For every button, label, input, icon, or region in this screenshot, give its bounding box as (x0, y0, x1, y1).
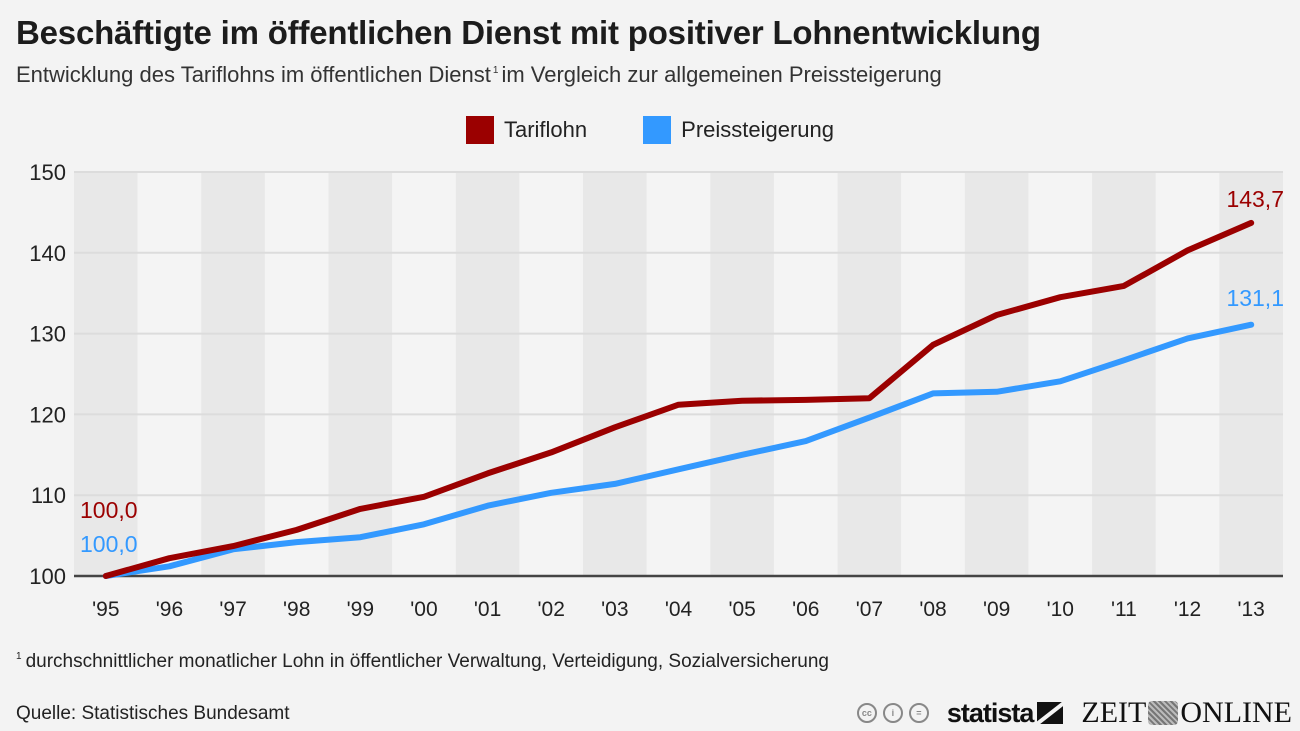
x-tick-label: '08 (919, 598, 946, 621)
y-tick-label: 120 (29, 402, 66, 427)
legend-item-preissteigerung[interactable]: Preissteigerung (643, 116, 834, 144)
chart-title: Beschäftigte im öffentlichen Dienst mit … (16, 14, 1041, 51)
data-label-tariflohn: 143,7 (1226, 186, 1284, 212)
statista-mark-icon (1037, 702, 1064, 724)
x-tick-label: '98 (283, 598, 310, 621)
column-band (519, 172, 584, 576)
column-band (137, 172, 202, 576)
column-band (1219, 172, 1283, 576)
by-icon[interactable]: i (882, 703, 903, 723)
column-band (264, 172, 329, 576)
column-band (710, 172, 774, 576)
creative-commons-icons[interactable]: cc i = (856, 703, 929, 723)
x-tick-label: '03 (601, 598, 628, 621)
y-tick-label: 140 (29, 241, 66, 266)
subtitle-footnote-marker: 1 (492, 65, 499, 76)
column-band (837, 172, 902, 576)
x-tick-label: '07 (856, 598, 883, 621)
column-band (583, 172, 647, 576)
column-band (392, 172, 456, 576)
statista-logo[interactable]: statista (947, 698, 1064, 729)
column-band (646, 172, 711, 576)
x-tick-label: '12 (1174, 598, 1201, 621)
x-tick-label: '05 (728, 598, 755, 621)
y-tick-label: 150 (29, 160, 66, 185)
column-band (74, 172, 138, 576)
zeit-crest-icon (1148, 701, 1179, 725)
logos: cc i = statista ZEIT ONLINE (856, 696, 1292, 730)
legend-label-preissteigerung: Preissteigerung (681, 117, 835, 142)
statista-wordmark: statista (946, 697, 1035, 728)
zeit-online-logo[interactable]: ZEIT ONLINE (1081, 696, 1292, 730)
x-tick-label: '96 (156, 598, 183, 621)
data-label-tariflohn: 100,0 (80, 497, 138, 523)
x-tick-label: '99 (347, 598, 374, 621)
footnote: 1 durchschnittlicher monatlicher Lohn in … (16, 651, 829, 673)
column-band (964, 172, 1029, 576)
x-tick-label: '97 (219, 598, 246, 621)
legend-swatch-preissteigerung (643, 116, 672, 144)
cc-icon[interactable]: cc (856, 703, 877, 723)
x-tick-label: '13 (1237, 598, 1264, 621)
footnote-marker: 1 (16, 651, 22, 662)
legend: Tariflohn Preissteigerung (0, 116, 1300, 144)
x-tick-label: '06 (792, 598, 819, 621)
column-band (201, 172, 265, 576)
column-band (455, 172, 520, 576)
column-band (1155, 172, 1220, 576)
x-tick-label: '09 (983, 598, 1010, 621)
subtitle-rest: im Vergleich zur allgemeinen Preissteige… (501, 62, 942, 87)
y-tick-label: 110 (31, 483, 66, 508)
x-tick-label: '01 (474, 598, 501, 621)
nd-icon[interactable]: = (908, 703, 929, 723)
zeit-wordmark-left: ZEIT (1081, 696, 1147, 729)
source: Quelle: Statistisches Bundesamt (16, 703, 290, 724)
legend-label-tariflohn: Tariflohn (503, 117, 588, 142)
x-tick-label: '04 (665, 598, 693, 621)
subtitle-main: Entwicklung des Tariflohns im öffentlich… (16, 62, 491, 87)
column-band (773, 172, 838, 576)
column-band (901, 172, 965, 576)
x-tick-label: '10 (1047, 598, 1074, 621)
zeit-wordmark-right: ONLINE (1180, 696, 1292, 729)
y-tick-label: 100 (29, 564, 66, 589)
legend-item-tariflohn[interactable]: Tariflohn (465, 116, 588, 144)
x-tick-label: '00 (410, 598, 437, 621)
x-tick-label: '11 (1111, 598, 1137, 621)
data-label-preissteigerung: 131,1 (1226, 285, 1284, 311)
chart-subtitle: Entwicklung des Tariflohns im öffentlich… (16, 62, 942, 88)
x-tick-label: '95 (92, 598, 119, 621)
x-tick-label: '02 (538, 598, 565, 621)
legend-swatch-tariflohn (465, 116, 494, 144)
data-label-preissteigerung: 100,0 (80, 531, 138, 557)
column-band (1092, 172, 1156, 576)
y-tick-label: 130 (29, 322, 66, 347)
footnote-text: durchschnittlicher monatlicher Lohn in ö… (25, 651, 829, 672)
